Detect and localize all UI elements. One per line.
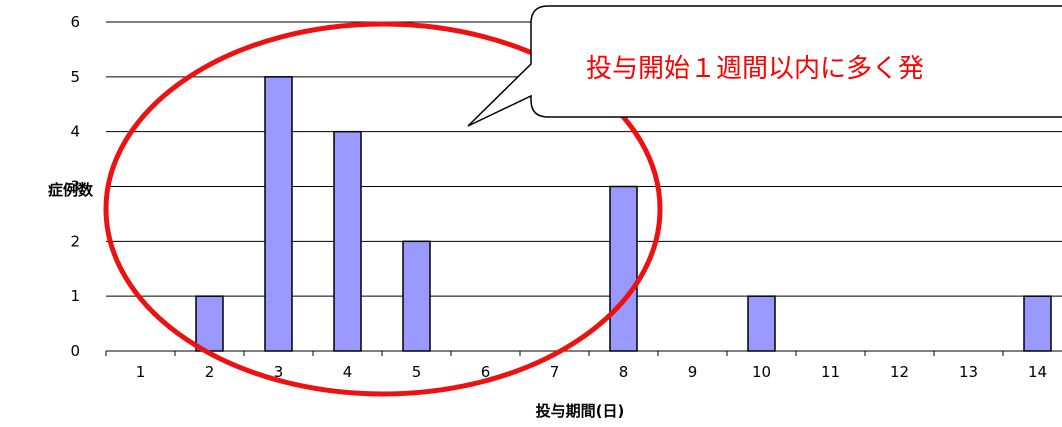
y-tick-label: 5 [70,68,80,86]
callout-bubble [467,5,1062,127]
y-tick-label: 4 [70,123,80,141]
x-tick-label: 9 [688,363,698,381]
x-tick-label: 7 [550,363,560,381]
y-tick-label: 3 [70,178,80,196]
x-tick-label: 1 [136,363,146,381]
x-tick-label: 6 [481,363,491,381]
callout-text: 投与開始１週間以内に多く発 [586,54,924,84]
y-tick-labels: 0 1 2 3 4 5 6 [70,13,80,360]
bar-5 [402,240,431,352]
x-tick-label: 12 [890,363,909,381]
y-axis-title: 症例数 [48,181,94,199]
bar-3 [264,76,293,352]
x-tick-label: 3 [274,363,284,381]
x-tick-label: 2 [205,363,215,381]
bars-group [195,76,1052,352]
x-tick-label: 4 [343,363,353,381]
bar-14 [1023,295,1052,352]
y-tick-label: 0 [70,342,80,360]
x-axis-ticks [105,351,1004,356]
bar-10 [747,295,776,352]
x-tick-label: 14 [1028,363,1047,381]
bar-4 [333,130,362,352]
x-tick-label: 13 [959,363,978,381]
y-tick-label: 1 [70,287,80,305]
x-tick-label: 10 [752,363,771,381]
y-tick-label: 6 [70,13,80,31]
highlight-ellipse [103,21,663,397]
x-tick-labels: 1 2 3 4 5 6 7 8 9 10 11 12 13 14 [136,363,1047,381]
x-tick-label: 5 [412,363,422,381]
x-tick-label: 8 [619,363,629,381]
bar-2 [195,295,224,352]
x-tick-label: 11 [821,363,840,381]
y-tick-label: 2 [70,232,80,250]
bar-8 [609,185,638,352]
x-axis-title: 投与期間(日) [536,402,625,420]
